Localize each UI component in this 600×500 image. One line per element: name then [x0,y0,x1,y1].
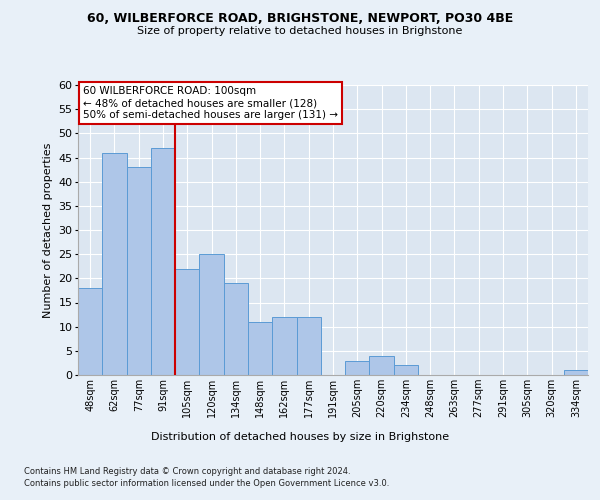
Bar [102,152,127,375]
Bar [127,167,151,375]
Text: Size of property relative to detached houses in Brighstone: Size of property relative to detached ho… [137,26,463,36]
Y-axis label: Number of detached properties: Number of detached properties [43,142,53,318]
Bar [248,322,272,375]
Bar [394,366,418,375]
Bar [296,317,321,375]
Bar [224,283,248,375]
Bar [564,370,588,375]
Text: 60, WILBERFORCE ROAD, BRIGHSTONE, NEWPORT, PO30 4BE: 60, WILBERFORCE ROAD, BRIGHSTONE, NEWPOR… [87,12,513,26]
Bar [370,356,394,375]
Text: 60 WILBERFORCE ROAD: 100sqm
← 48% of detached houses are smaller (128)
50% of se: 60 WILBERFORCE ROAD: 100sqm ← 48% of det… [83,86,338,120]
Bar [272,317,296,375]
Bar [78,288,102,375]
Text: Distribution of detached houses by size in Brighstone: Distribution of detached houses by size … [151,432,449,442]
Text: Contains public sector information licensed under the Open Government Licence v3: Contains public sector information licen… [24,479,389,488]
Bar [199,254,224,375]
Bar [151,148,175,375]
Bar [175,268,199,375]
Text: Contains HM Land Registry data © Crown copyright and database right 2024.: Contains HM Land Registry data © Crown c… [24,468,350,476]
Bar [345,360,370,375]
